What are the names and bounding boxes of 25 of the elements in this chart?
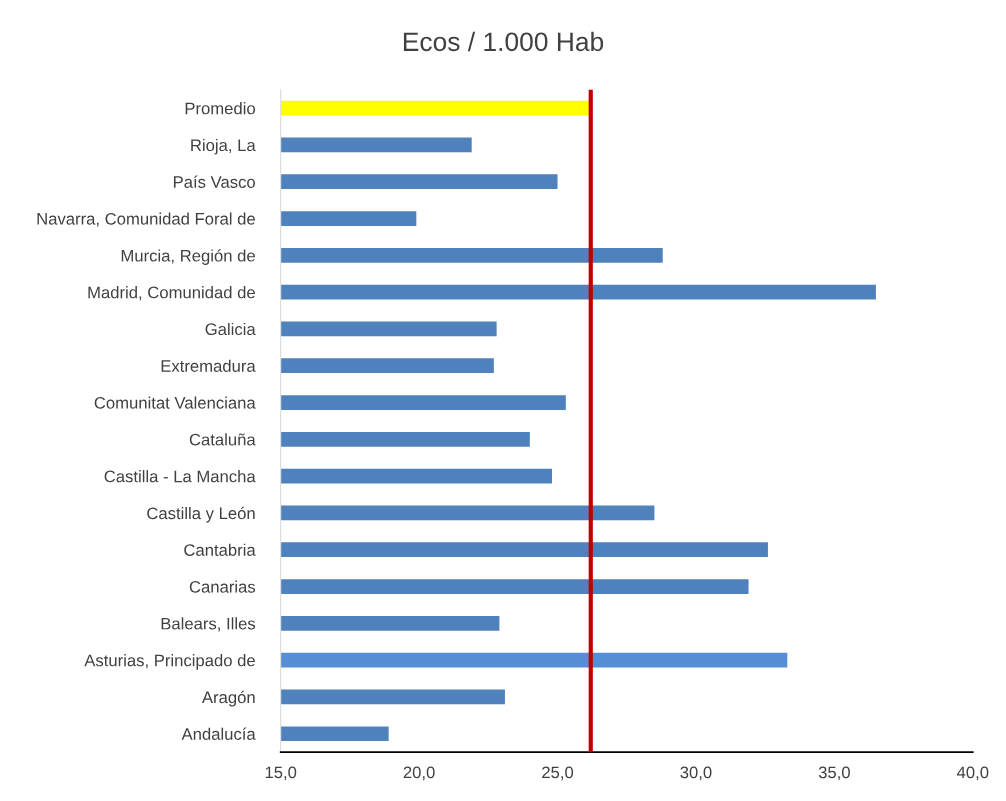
y-tick-label: Cantabria bbox=[184, 543, 256, 556]
y-tick-label: Murcia, Región de bbox=[121, 249, 255, 265]
y-tick-label: Balears, Illes bbox=[161, 617, 256, 632]
x-tick-label: 30,0 bbox=[680, 766, 712, 781]
y-tick-label: Cataluña bbox=[189, 433, 256, 446]
x-tick-label: 15,0 bbox=[265, 766, 297, 781]
y-tick-label: Madrid, Comunidad de bbox=[88, 286, 255, 301]
y-tick-label: Comunitat Valenciana bbox=[94, 396, 256, 409]
y-tick-label: Castilla y León bbox=[147, 506, 255, 523]
x-tick-label: 40,0 bbox=[956, 766, 989, 781]
x-tick-label: 35,0 bbox=[818, 766, 850, 781]
y-tick-label: Canarias bbox=[189, 580, 256, 593]
y-tick-label: Castilla - La Mancha bbox=[104, 470, 256, 483]
y-tick-label: País Vasco bbox=[173, 175, 255, 188]
y-tick-label: Navarra, Comunidad Foral de bbox=[37, 212, 255, 227]
y-tick-label: Promedio bbox=[185, 102, 255, 115]
y-tick-label: Andalucía bbox=[181, 727, 256, 740]
y-tick-label: Rioja, La bbox=[191, 138, 256, 155]
y-tick-label: Aragón bbox=[201, 690, 255, 707]
y-tick-label: Extremadura bbox=[161, 359, 256, 372]
x-tick-label: 20,0 bbox=[403, 766, 435, 781]
y-tick-label: Galicia bbox=[205, 322, 256, 336]
y-tick-label: Asturias, Principado de bbox=[84, 654, 255, 670]
chart-title: Ecos / 1.000 Hab bbox=[403, 31, 604, 52]
x-tick-label: 25,0 bbox=[542, 766, 574, 781]
